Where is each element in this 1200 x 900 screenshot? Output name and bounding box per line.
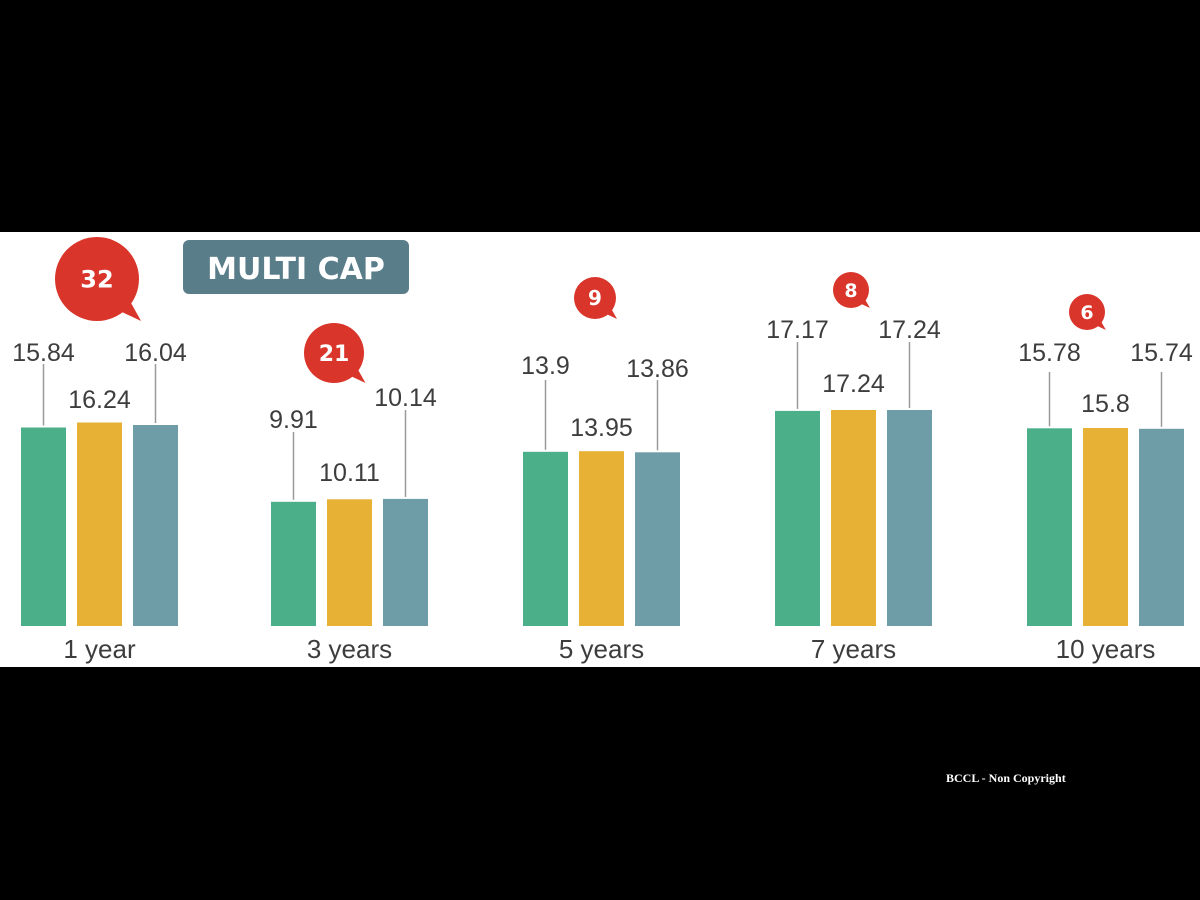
- bar: [271, 501, 316, 626]
- value-label: 16.24: [68, 386, 131, 414]
- bar: [383, 498, 428, 626]
- category-label: 3 years: [307, 634, 392, 664]
- bar: [1083, 428, 1128, 626]
- rank-badge-tail: [340, 359, 366, 383]
- rank-badge: 6: [1069, 294, 1106, 330]
- chart-title-background: [183, 240, 409, 294]
- rank-badge-tail: [854, 293, 870, 308]
- value-label: 13.95: [570, 414, 633, 442]
- chart-title-text: MULTI CAP: [207, 252, 385, 287]
- rank-badge-text: 6: [1080, 302, 1093, 324]
- value-label: 13.9: [521, 352, 570, 380]
- rank-badge-tail: [105, 287, 142, 321]
- rank-badge-text: 21: [319, 342, 350, 367]
- value-label: 17.17: [766, 316, 829, 344]
- value-label: 13.86: [626, 355, 689, 383]
- rank-badge: 8: [833, 272, 870, 308]
- bar: [775, 410, 820, 626]
- category-label: 1 year: [63, 634, 136, 664]
- bar: [523, 451, 568, 626]
- rank-badge-text: 9: [588, 286, 602, 310]
- value-label: 10.11: [319, 459, 380, 487]
- bar: [831, 410, 876, 626]
- value-label: 15.84: [12, 339, 75, 367]
- bar: [133, 425, 178, 626]
- category-label: 7 years: [811, 634, 896, 664]
- value-label: 10.14: [374, 384, 437, 412]
- rank-badge-tail: [1090, 315, 1106, 330]
- rank-badge-text: 8: [844, 280, 857, 302]
- bar: [887, 410, 932, 626]
- bar: [635, 452, 680, 626]
- credit-text: BCCL - Non Copyright: [946, 771, 1066, 785]
- bar: [1139, 428, 1184, 626]
- value-label: 15.74: [1130, 339, 1193, 367]
- bar: [21, 427, 66, 626]
- category-label: 10 years: [1056, 634, 1156, 664]
- bar: [77, 422, 122, 626]
- bar: [579, 451, 624, 626]
- rank-badge-text: 32: [80, 266, 113, 294]
- value-label: 17.24: [878, 316, 941, 344]
- chart-title: MULTI CAP: [183, 240, 409, 294]
- rank-badge: 9: [574, 277, 618, 319]
- category-label: 5 years: [559, 634, 644, 664]
- bar: [327, 499, 372, 626]
- value-label: 15.8: [1081, 390, 1130, 418]
- value-label: 15.78: [1018, 339, 1081, 367]
- value-label: 16.04: [124, 339, 187, 367]
- value-label: 17.24: [822, 370, 885, 398]
- rank-badge-tail: [599, 302, 618, 319]
- value-label: 9.91: [269, 406, 318, 434]
- rank-badge: 21: [304, 323, 366, 383]
- rank-badge: 32: [55, 237, 142, 321]
- bar: [1027, 428, 1072, 626]
